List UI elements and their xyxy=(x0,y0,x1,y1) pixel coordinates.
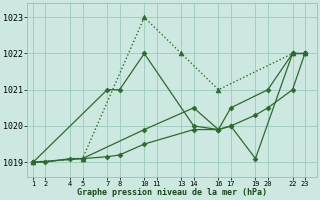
X-axis label: Graphe pression niveau de la mer (hPa): Graphe pression niveau de la mer (hPa) xyxy=(77,188,267,197)
